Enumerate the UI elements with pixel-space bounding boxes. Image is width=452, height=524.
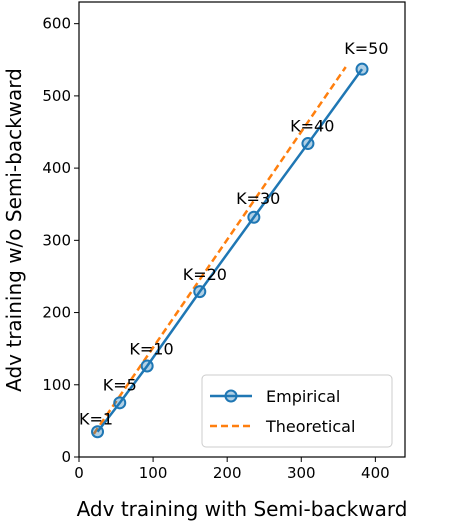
y-tick-label: 0 (61, 448, 71, 466)
point-annotation: K=1 (79, 410, 113, 429)
point-annotation: K=20 (183, 265, 227, 284)
empirical-point (193, 285, 207, 299)
empirical-point (113, 396, 127, 410)
legend: Empirical Theoretical (201, 374, 393, 448)
empirical-point (247, 210, 261, 224)
y-tick-label: 200 (42, 304, 71, 322)
legend-box (201, 374, 393, 448)
x-tick-label: 400 (361, 464, 390, 482)
y-tick-label: 600 (42, 15, 71, 33)
empirical-point (355, 62, 369, 76)
point-annotation: K=30 (236, 189, 280, 208)
y-tick-label: 400 (42, 159, 71, 177)
point-annotation: K=10 (129, 339, 173, 358)
empirical-point (91, 425, 105, 439)
empirical-point (140, 359, 154, 373)
y-tick-label: 100 (42, 376, 71, 394)
legend-theoretical-label: Theoretical (265, 417, 355, 436)
legend-empirical-marker (224, 389, 238, 403)
legend-empirical-label: Empirical (266, 387, 340, 406)
series-empirical-line (96, 68, 364, 433)
x-tick-label: 200 (213, 464, 242, 482)
plot-frame (78, 1, 406, 458)
x-tick-label: 0 (74, 464, 84, 482)
point-annotation: K=40 (290, 116, 334, 135)
point-annotation: K=5 (103, 376, 137, 395)
y-axis-label: Adv training w/o Semi-backward (2, 68, 26, 392)
point-annotation: K=50 (344, 39, 388, 58)
x-tick-label: 100 (139, 464, 168, 482)
x-axis-label: Adv training with Semi-backward (77, 497, 408, 521)
x-tick-label: 300 (287, 464, 316, 482)
y-tick-label: 500 (42, 87, 71, 105)
y-tick-label: 300 (42, 231, 71, 249)
series-theoretical-line (92, 66, 347, 435)
empirical-point (301, 137, 315, 151)
